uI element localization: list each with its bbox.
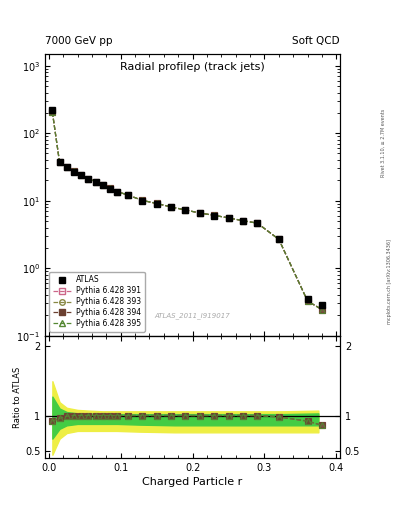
ATLAS bbox=[183, 207, 188, 214]
ATLAS bbox=[305, 296, 310, 302]
ATLAS bbox=[115, 189, 119, 195]
Line: ATLAS: ATLAS bbox=[49, 107, 325, 309]
ATLAS bbox=[212, 212, 217, 219]
ATLAS bbox=[226, 215, 231, 221]
ATLAS bbox=[255, 220, 260, 226]
ATLAS bbox=[79, 172, 83, 178]
ATLAS bbox=[64, 163, 69, 169]
Text: ATLAS_2011_I919017: ATLAS_2011_I919017 bbox=[155, 312, 230, 319]
Legend: ATLAS, Pythia 6.428 391, Pythia 6.428 393, Pythia 6.428 394, Pythia 6.428 395: ATLAS, Pythia 6.428 391, Pythia 6.428 39… bbox=[49, 271, 145, 332]
Text: Rivet 3.1.10, ≥ 2.7M events: Rivet 3.1.10, ≥ 2.7M events bbox=[381, 109, 386, 178]
ATLAS bbox=[57, 158, 62, 164]
ATLAS bbox=[108, 186, 112, 192]
ATLAS bbox=[50, 107, 55, 113]
ATLAS bbox=[241, 218, 245, 224]
ATLAS bbox=[169, 204, 173, 210]
ATLAS bbox=[197, 210, 202, 217]
ATLAS bbox=[277, 236, 281, 242]
ATLAS bbox=[86, 176, 91, 182]
Text: Radial profileρ (track jets): Radial profileρ (track jets) bbox=[120, 62, 265, 72]
Y-axis label: Ratio to ATLAS: Ratio to ATLAS bbox=[13, 366, 22, 428]
ATLAS bbox=[125, 192, 130, 198]
ATLAS bbox=[320, 303, 324, 309]
ATLAS bbox=[93, 179, 98, 185]
ATLAS bbox=[140, 198, 145, 204]
ATLAS bbox=[154, 201, 159, 207]
X-axis label: Charged Particle r: Charged Particle r bbox=[142, 477, 243, 487]
Text: Soft QCD: Soft QCD bbox=[292, 36, 340, 46]
Text: mcplots.cern.ch [arXiv:1306.3436]: mcplots.cern.ch [arXiv:1306.3436] bbox=[387, 239, 392, 324]
ATLAS bbox=[72, 168, 76, 175]
ATLAS bbox=[100, 182, 105, 188]
Text: 7000 GeV pp: 7000 GeV pp bbox=[45, 36, 113, 46]
